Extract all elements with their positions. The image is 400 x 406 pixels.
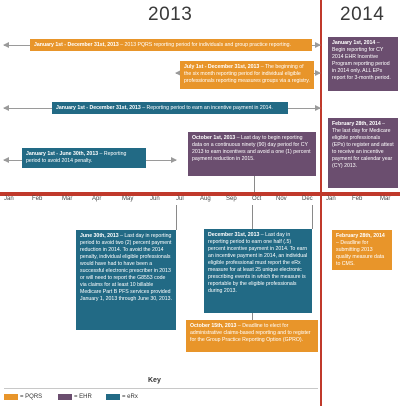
- legend-label: = EHR: [74, 394, 92, 400]
- jun30-erx-box: June 30th, 2013 – Last day in reporting …: [76, 230, 176, 330]
- event-date: January 1st, 2014: [332, 40, 376, 46]
- legend-item-ehr: = EHR: [58, 394, 92, 400]
- event-text: – Last day in reporting period to earn o…: [208, 232, 308, 295]
- month-label: Sep: [226, 196, 237, 202]
- legend-label: = eRx: [122, 394, 138, 400]
- legend-item-pqrs: = PQRS: [4, 394, 42, 400]
- jan1-2014-ehr-box: January 1st, 2014 – Begin reporting for …: [328, 37, 398, 91]
- month-label: Jan: [4, 196, 14, 202]
- event-date: June 30th, 2013: [80, 233, 119, 239]
- event-date: January 1st - June 30th, 2013: [26, 151, 99, 157]
- event-text: – Begin reporting for CY 2014 EHR Incent…: [332, 40, 391, 82]
- event-date: October 15th, 2013: [190, 323, 237, 329]
- oct1-erx-box: October 1st, 2013 – Last day to begin re…: [188, 132, 316, 176]
- oct1-connector: [254, 176, 255, 192]
- month-label: Apr: [92, 196, 102, 202]
- event-text: – The last day for Medicare eligible pro…: [332, 121, 394, 170]
- dec31-connector: [312, 205, 313, 229]
- pqrs-swatch: [4, 394, 18, 400]
- event-date: December 31st, 2013: [208, 232, 260, 238]
- month-label: Jul: [176, 196, 184, 202]
- event-date: July 1st - December 31st, 2013: [184, 64, 260, 70]
- pqrs-six-month-box: July 1st - December 31st, 2013 – The beg…: [180, 61, 314, 89]
- event-text: – Reporting period to earn an incentive …: [140, 105, 273, 111]
- event-text: – Deadline for submitting 2013 quality m…: [336, 240, 385, 268]
- event-date: February 28th, 2014: [336, 233, 385, 239]
- legend-title: Key: [148, 377, 161, 384]
- event-text: – 2013 PQRS reporting period for individ…: [118, 42, 291, 48]
- legend-divider: [4, 388, 318, 389]
- event-date: January 1st - December 31st, 2013: [56, 105, 141, 111]
- legend-label: = PQRS: [20, 394, 43, 400]
- jun30-connector: [176, 205, 177, 230]
- event-text: – Reporting period to avoid 2014 penalty…: [26, 151, 127, 165]
- erx-penalty-box: January 1st - June 30th, 2013 – Reportin…: [22, 148, 146, 168]
- month-label: Feb: [352, 196, 363, 202]
- month-label: Jan: [326, 196, 336, 202]
- month-label: Nov: [276, 196, 287, 202]
- legend-key: Key = PQRS = EHR = eRx: [0, 374, 320, 406]
- month-label: Mar: [62, 196, 73, 202]
- timeline-axis: [0, 192, 400, 196]
- feb28-ehr-box: February 28th, 2014 – The last day for M…: [328, 118, 398, 188]
- event-date: February 28th, 2014: [332, 121, 381, 127]
- month-label: Aug: [200, 196, 211, 202]
- year-2014-heading: 2014: [340, 4, 385, 25]
- dec31-erx-box: December 31st, 2013 – Last day in report…: [204, 229, 312, 313]
- month-label: Mar: [380, 196, 391, 202]
- year-2013-heading: 2013: [148, 4, 193, 25]
- event-text: – The beginning of the six month reporti…: [184, 64, 310, 85]
- year-divider: [320, 0, 322, 406]
- event-date: January 1st - December 31st, 2013: [34, 42, 119, 48]
- legend-item-erx: = eRx: [106, 394, 138, 400]
- pqrs-2013-period-box: January 1st - December 31st, 2013 – 2013…: [30, 39, 312, 51]
- ehr-swatch: [58, 394, 72, 400]
- erx-swatch: [106, 394, 120, 400]
- event-text: – Deadline to elect for administrative c…: [190, 323, 311, 344]
- event-date: October 1st, 2013: [192, 135, 236, 141]
- oct15-pqrs-box: October 15th, 2013 – Deadline to elect f…: [186, 320, 318, 352]
- month-label: Oct: [252, 196, 262, 202]
- erx-incentive-box: January 1st - December 31st, 2013 – Repo…: [52, 102, 288, 114]
- month-label: Dec: [302, 196, 313, 202]
- month-label: Feb: [32, 196, 43, 202]
- month-label: Jun: [150, 196, 160, 202]
- month-label: May: [122, 196, 134, 202]
- feb28-pqrs-box: February 28th, 2014 – Deadline for submi…: [332, 230, 392, 270]
- event-text: – Last day to begin reporting data on a …: [192, 135, 311, 163]
- event-text: – Last day in reporting period to avoid …: [80, 233, 173, 303]
